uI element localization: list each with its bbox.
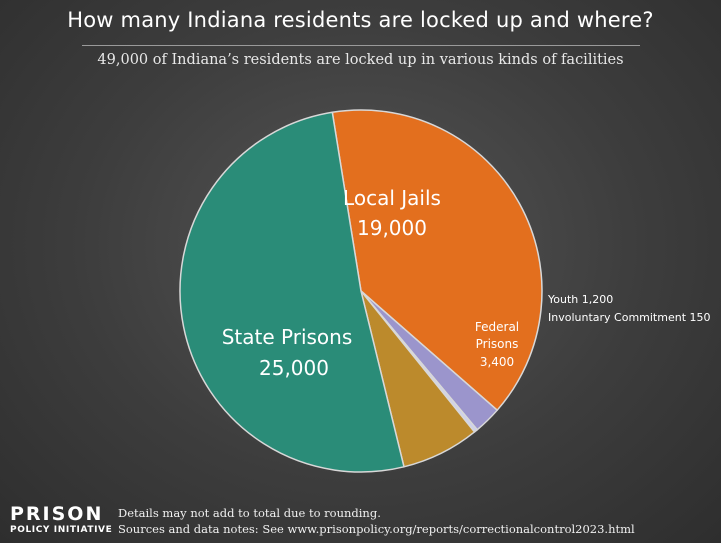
title-divider — [82, 45, 640, 46]
chart-subtitle: 49,000 of Indiana’s residents are locked… — [97, 52, 624, 68]
local-jails-value: 19,000 — [357, 216, 427, 240]
youth-label: Youth 1,200 — [547, 293, 613, 306]
federal-prisons-label-line2: Prisons — [476, 337, 519, 351]
sources-note: Sources and data notes: See www.prisonpo… — [118, 522, 635, 536]
federal-prisons-label-line1: Federal — [475, 320, 519, 334]
logo-line-1: PRISON — [10, 503, 104, 525]
pie-slice-state-prisons — [179, 111, 405, 473]
state-prisons-label: State Prisons — [222, 325, 353, 349]
chart-title: How many Indiana residents are locked up… — [67, 8, 654, 32]
pie-slice-local-jails — [331, 109, 543, 411]
prison-policy-initiative-logo: PRISON POLICY INITIATIVE — [10, 503, 113, 536]
pie-slices — [179, 109, 543, 473]
footer-notes: Details may not add to total due to roun… — [118, 505, 635, 537]
involuntary-commitment-label: Involuntary Commitment 150 — [548, 311, 711, 324]
local-jails-label: Local Jails — [343, 186, 441, 210]
logo-line-2: POLICY INITIATIVE — [10, 525, 113, 535]
rounding-note: Details may not add to total due to roun… — [118, 506, 381, 520]
state-prisons-value: 25,000 — [259, 356, 329, 380]
federal-prisons-value: 3,400 — [480, 355, 514, 369]
